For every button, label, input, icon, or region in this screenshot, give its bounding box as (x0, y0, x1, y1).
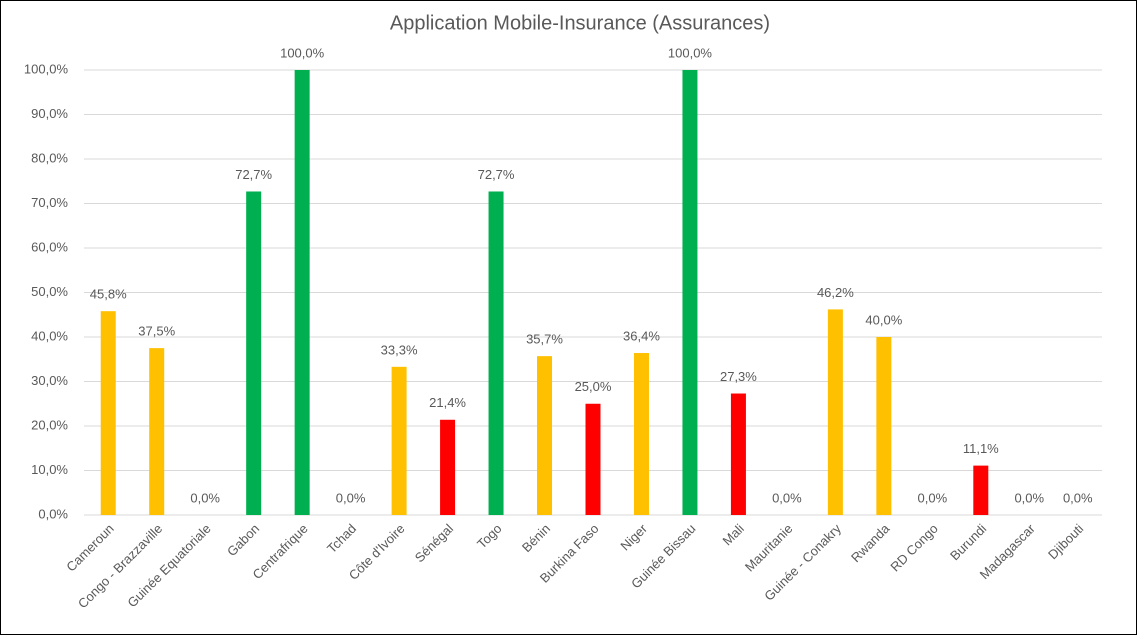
data-label: 36,4% (623, 328, 660, 343)
data-label: 0,0% (1014, 490, 1044, 505)
data-label: 100,0% (668, 45, 713, 60)
data-label: 25,0% (575, 379, 612, 394)
y-tick-label: 90,0% (31, 106, 68, 121)
bar (537, 356, 553, 515)
y-tick-label: 50,0% (31, 284, 68, 299)
bar (149, 348, 165, 515)
bar (440, 419, 456, 515)
data-label: 100,0% (280, 45, 325, 60)
y-tick-label: 30,0% (31, 373, 68, 388)
bar (973, 465, 989, 515)
bar (633, 353, 649, 515)
data-label: 21,4% (429, 395, 466, 410)
data-label: 40,0% (865, 312, 902, 327)
data-label: 46,2% (817, 285, 854, 300)
data-label: 45,8% (90, 287, 127, 302)
data-label: 37,5% (138, 324, 175, 339)
bar (682, 70, 698, 515)
data-label: 0,0% (772, 490, 802, 505)
bar (246, 191, 262, 516)
bar (585, 403, 601, 515)
y-tick-label: 10,0% (31, 462, 68, 477)
y-tick-label: 100,0% (24, 61, 69, 76)
bar (488, 191, 504, 516)
data-label: 0,0% (918, 490, 948, 505)
y-tick-label: 60,0% (31, 239, 68, 254)
data-label: 35,7% (526, 332, 563, 347)
data-label: 27,3% (720, 369, 757, 384)
data-label: 0,0% (190, 490, 220, 505)
data-label: 0,0% (1063, 490, 1093, 505)
data-label: 33,3% (381, 342, 418, 357)
bar (827, 309, 843, 515)
bar (730, 393, 746, 515)
data-label: 72,7% (478, 167, 515, 182)
chart-title: Application Mobile-Insurance (Assurances… (390, 12, 770, 34)
bar (294, 70, 310, 515)
y-tick-label: 0,0% (38, 506, 68, 521)
bar (876, 337, 892, 515)
data-label: 11,1% (963, 441, 999, 456)
data-label: 0,0% (336, 490, 366, 505)
y-tick-label: 20,0% (31, 417, 68, 432)
y-tick-label: 70,0% (31, 195, 68, 210)
bar (391, 366, 407, 515)
y-tick-label: 40,0% (31, 328, 68, 343)
bar (100, 311, 116, 515)
y-tick-label: 80,0% (31, 150, 68, 165)
data-label: 72,7% (235, 167, 272, 182)
